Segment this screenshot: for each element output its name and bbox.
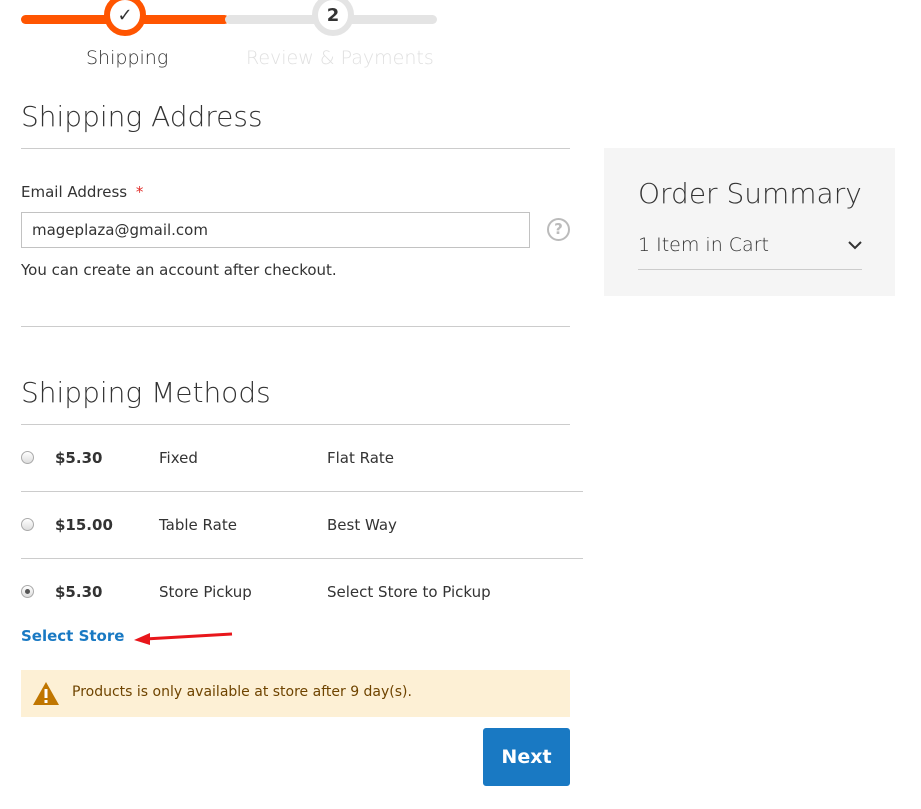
- divider: [21, 424, 570, 425]
- method-radio[interactable]: [21, 451, 34, 464]
- email-label: Email Address *: [21, 183, 144, 201]
- order-summary: Order Summary 1 Item in Cart: [604, 148, 895, 296]
- step-review-payments[interactable]: Review & Payments: [246, 47, 434, 69]
- red-arrow-annotation: [134, 632, 233, 645]
- shipping-method-row[interactable]: $5.30 Fixed Flat Rate: [21, 425, 583, 492]
- method-price: $5.30: [55, 449, 103, 467]
- email-input[interactable]: [21, 212, 530, 248]
- method-name: Table Rate: [159, 516, 237, 534]
- warning-message: Products is only available at store afte…: [21, 670, 570, 717]
- items-in-cart-toggle[interactable]: 1 Item in Cart: [638, 234, 862, 270]
- method-carrier: Flat Rate: [327, 449, 395, 467]
- method-radio[interactable]: [21, 585, 34, 598]
- select-store-link[interactable]: Select Store: [21, 627, 125, 645]
- step-shipping[interactable]: Shipping: [86, 47, 169, 69]
- method-name: Fixed: [159, 449, 198, 467]
- account-note: You can create an account after checkout…: [21, 261, 337, 279]
- shipping-methods-title: Shipping Methods: [21, 376, 271, 409]
- warning-text: Products is only available at store afte…: [72, 684, 412, 700]
- shipping-address-title: Shipping Address: [21, 100, 263, 133]
- warning-icon: [33, 682, 59, 705]
- shipping-method-row[interactable]: $5.30 Store Pickup Select Store to Picku…: [21, 559, 583, 626]
- next-button[interactable]: Next: [483, 728, 570, 786]
- shipping-method-row[interactable]: $15.00 Table Rate Best Way: [21, 492, 583, 559]
- divider: [21, 148, 570, 149]
- items-in-cart: 1 Item in Cart: [638, 234, 769, 256]
- method-price: $5.30: [55, 583, 103, 601]
- method-name: Store Pickup: [159, 583, 252, 601]
- step-1-icon: ✓: [104, 0, 146, 36]
- method-price: $15.00: [55, 516, 113, 534]
- method-carrier: Best Way: [327, 516, 397, 534]
- order-summary-title: Order Summary: [638, 177, 862, 210]
- chevron-down-icon: [848, 241, 862, 250]
- divider: [21, 326, 570, 327]
- method-carrier: Select Store to Pickup: [327, 583, 491, 601]
- method-radio[interactable]: [21, 518, 34, 531]
- help-icon[interactable]: ?: [547, 218, 570, 241]
- step-2-icon: 2: [312, 0, 354, 36]
